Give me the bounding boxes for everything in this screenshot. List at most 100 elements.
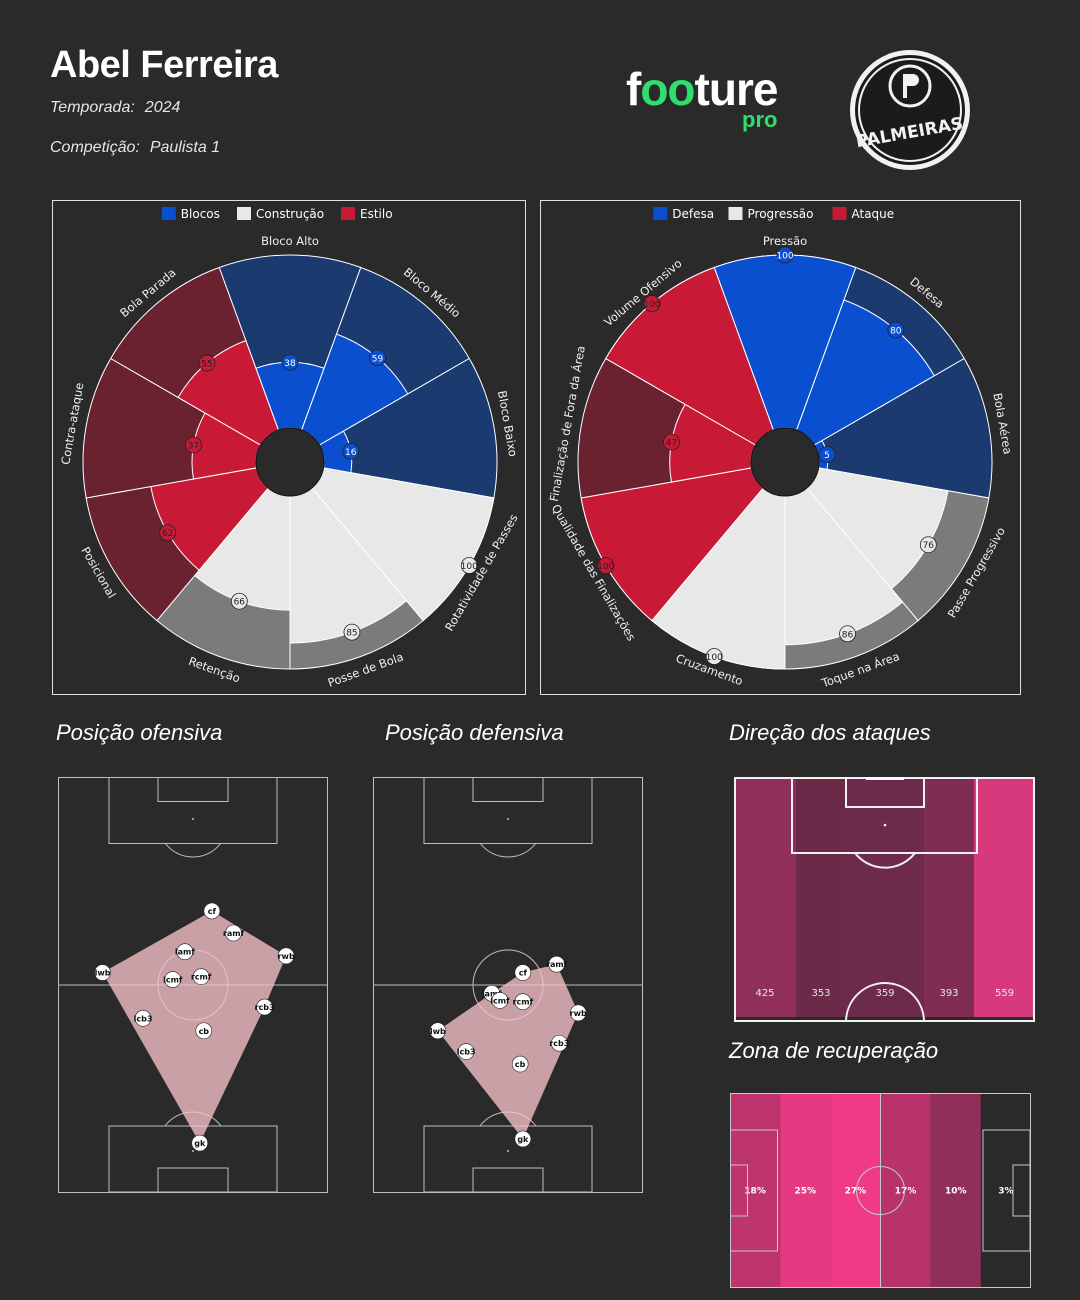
legend-label-progressao: Progressão: [748, 207, 814, 221]
recovery-zone-6: [980, 1093, 1031, 1288]
value-badge-posse-de-bola: [343, 623, 361, 641]
value-label-passe-progressivo: 76: [923, 541, 935, 551]
player-label-ramf: ramf: [546, 960, 568, 969]
attack-lane-5: [974, 777, 1035, 1017]
player-marker-rcb3: [551, 1034, 568, 1052]
player-marker-ramf: [548, 955, 565, 973]
value-label-posse-de-bola: 85: [346, 629, 357, 639]
player-marker-rcmf: [514, 993, 532, 1010]
radar-panel-right: Defesa Progressão Ataque 100 Pressão 80 Defesa…: [540, 200, 1021, 695]
player-label-lamf: lamf: [175, 948, 195, 957]
player-label-rwb: rwb: [570, 1009, 587, 1018]
player-marker-gk: [514, 1130, 532, 1148]
category-label-bloco-baixo: Bloco Baixo: [495, 390, 520, 458]
value-label-retencao: 66: [234, 598, 246, 608]
player-marker-lwb: [94, 964, 111, 981]
legend-swatch-blocos: [161, 207, 176, 220]
legend-label-construcao: Construção: [256, 207, 324, 221]
category-label-contra-ataque: Contra-ataque: [58, 382, 86, 466]
team-shape-area: [102, 910, 287, 1144]
player-label-rwb: rwb: [278, 952, 295, 961]
legend-label-blocos: Blocos: [181, 207, 220, 221]
season-label: Temporada:: [50, 99, 135, 116]
value-badge-qualidade-das-finalizacoes: [597, 557, 615, 574]
category-label-bloco-alto: Bloco Alto: [261, 234, 319, 248]
player-label-lcb3: lcb3: [457, 1048, 476, 1057]
competition-label: Competição:: [50, 139, 140, 156]
value-label-toque-na-area: 86: [842, 630, 854, 640]
brand-logo-sub: pro: [742, 107, 778, 132]
player-label-lcmf: lcmf: [490, 996, 510, 1005]
legend-swatch-defesa: [653, 207, 668, 220]
value-label-cruzamento: 100: [706, 653, 723, 663]
player-label-rcmf: rcmf: [191, 973, 212, 982]
category-label-bola-aerea: Bola Aérea: [990, 392, 1015, 456]
season-value: 2024: [144, 99, 181, 116]
recovery-zone-2: [780, 1093, 831, 1288]
competition-row: Competição: Paulista 1: [50, 139, 220, 157]
player-label-lwb: lwb: [430, 1027, 446, 1036]
attack-lane-2: [796, 777, 846, 1017]
player-marker-ramf: [225, 924, 242, 942]
coach-name: Abel Ferreira: [50, 44, 278, 86]
recovery-zone-5: [930, 1093, 981, 1288]
attack-lane-3: [846, 777, 924, 1017]
recovery-zone-heatmap: 18% 25% 27% 17% 10% 3%: [730, 1093, 1031, 1288]
player-label-gk: gk: [517, 1135, 529, 1144]
recovery-zone-3: [830, 1093, 881, 1288]
value-label-defesa: 80: [890, 326, 902, 336]
player-label-rcmf: rcmf: [513, 998, 534, 1007]
attack-lane-value-5: 559: [995, 988, 1014, 999]
attack-penalty-arc: [854, 852, 916, 869]
legend-label-defesa: Defesa: [672, 207, 714, 221]
legend-label-ataque: Ataque: [852, 207, 895, 221]
recovery-zone-4: [880, 1093, 931, 1288]
legend-swatch-construcao: [237, 207, 251, 220]
season-row: Temporada: 2024: [50, 99, 180, 117]
attack-lane-value-4: 393: [939, 988, 958, 999]
player-label-rcb3: rcb3: [255, 1003, 275, 1012]
value-badge-bloco-medio: [369, 349, 386, 367]
category-label-pressao: Pressão: [763, 234, 807, 248]
value-badge-bloco-baixo: [342, 442, 360, 460]
player-marker-cb: [195, 1022, 213, 1040]
recovery-zone-value-1: 18%: [744, 1187, 766, 1197]
value-badge-bloco-alto: [281, 353, 299, 371]
player-marker-lcb3: [457, 1043, 475, 1060]
player-label-cb: cb: [199, 1027, 210, 1036]
value-badge-retencao: [230, 592, 248, 610]
radar-center-hole: [255, 427, 325, 497]
value-badge-cruzamento: [705, 648, 723, 665]
recovery-zone-value-6: 3%: [998, 1187, 1013, 1197]
brand-logo: footure: [626, 63, 778, 115]
player-label-lcmf: lcmf: [163, 976, 183, 985]
attack-lane-value-1: 425: [755, 988, 774, 999]
value-badge-posicional: [159, 524, 177, 542]
value-badge-contra-ataque: [185, 436, 202, 454]
attack-direction-title: Direção dos ataques: [729, 720, 931, 745]
player-label-gk: gk: [194, 1139, 206, 1148]
attack-lane-4: [924, 777, 974, 1017]
player-label-cb: cb: [515, 1060, 526, 1069]
radar-panel-left: Blocos Construção Estilo 38 Bloco Alto 59 Bloc…: [52, 200, 526, 695]
recovery-pitch-markings: [730, 1093, 1031, 1288]
attack-penalty-spot: [883, 823, 887, 827]
player-marker-gk: [191, 1134, 209, 1152]
value-label-posicional: 62: [162, 529, 173, 539]
value-label-bloco-alto: 38: [284, 359, 296, 369]
value-label-bola-parada: 55: [201, 360, 212, 370]
value-label-rotatividade-de-passes: 100: [461, 562, 478, 572]
player-label-lwb: lwb: [95, 969, 111, 978]
recovery-zone-title: Zona de recuperação: [729, 1038, 939, 1063]
radar-chart-style: Blocos Construção Estilo 38 Bloco Alto 59 Bloc…: [58, 207, 521, 690]
legend-swatch-estilo: [341, 207, 355, 220]
attack-lane-value-2: 353: [811, 988, 830, 999]
offensive-position-title: Posição ofensiva: [56, 720, 223, 745]
value-badge-passe-progressivo: [919, 536, 937, 554]
competition-value: Paulista 1: [149, 139, 221, 156]
player-label-cf: cf: [208, 907, 217, 916]
value-badge-pressao: [776, 246, 794, 264]
player-marker-rcb3: [256, 998, 273, 1016]
club-crest-icon: PALMEIRAS: [850, 50, 970, 170]
attack-direction-heatmap: 425 353 359 393 559: [734, 777, 1035, 1022]
